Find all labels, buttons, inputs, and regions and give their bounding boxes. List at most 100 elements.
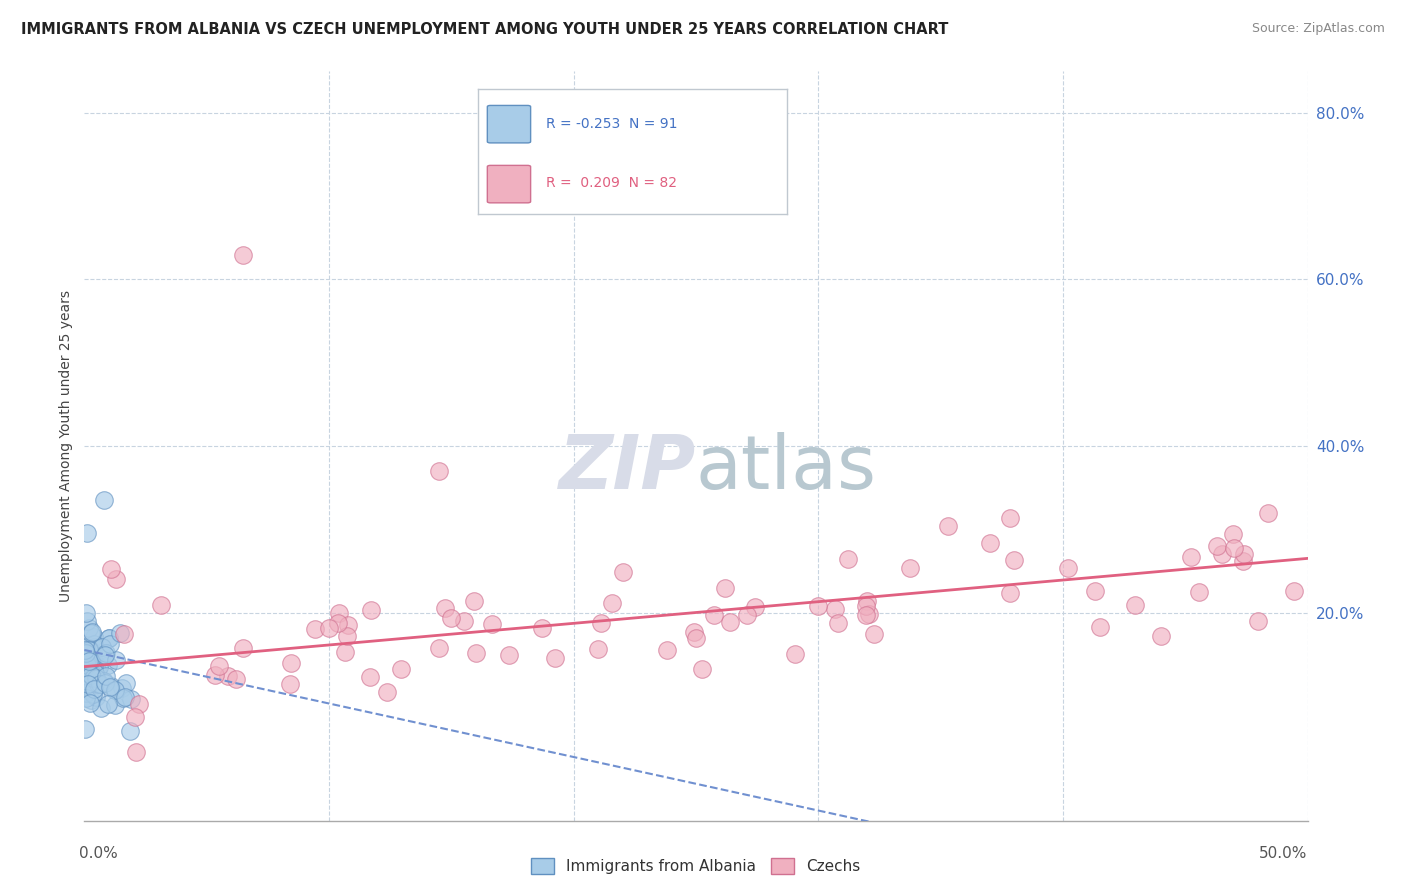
- Point: [98, 637, 121, 651]
- Point: [76, 657, 98, 672]
- Point: [73, 640, 96, 655]
- Point: [82, 665, 104, 679]
- Point: [360, 603, 382, 617]
- Point: [125, 746, 148, 760]
- Point: [1257, 506, 1279, 520]
- Point: [91, 640, 114, 655]
- Point: [79, 696, 101, 710]
- Point: [807, 599, 830, 613]
- Point: [86, 674, 108, 689]
- Point: [690, 662, 713, 676]
- Point: [682, 625, 704, 640]
- Point: [79, 668, 101, 682]
- Point: [75, 665, 97, 680]
- Point: [862, 627, 884, 641]
- Point: [1223, 541, 1246, 556]
- Point: [463, 594, 485, 608]
- Point: [827, 616, 849, 631]
- Point: [79, 654, 101, 668]
- Text: R =  0.209  N = 82: R = 0.209 N = 82: [546, 176, 678, 190]
- Point: [84, 666, 107, 681]
- Point: [1150, 629, 1173, 643]
- Point: [75, 665, 97, 680]
- Point: [336, 629, 359, 643]
- Point: [1057, 561, 1080, 575]
- Point: [83, 657, 105, 671]
- Point: [90, 648, 112, 662]
- Point: [73, 679, 96, 693]
- Point: [1247, 614, 1270, 628]
- Point: [589, 616, 612, 631]
- Point: [120, 724, 142, 739]
- Point: [427, 464, 450, 478]
- Point: [75, 686, 97, 700]
- Point: [114, 690, 136, 705]
- Point: [76, 651, 98, 665]
- Point: [433, 601, 456, 615]
- Text: 0.0%: 0.0%: [80, 846, 118, 861]
- Point: [82, 660, 104, 674]
- Point: [208, 658, 231, 673]
- Point: [124, 710, 146, 724]
- Point: [544, 650, 567, 665]
- Point: [112, 690, 135, 705]
- Point: [75, 665, 97, 680]
- Point: [498, 648, 520, 662]
- Point: [83, 661, 105, 675]
- Point: [120, 692, 142, 706]
- Text: 50.0%: 50.0%: [1260, 846, 1308, 861]
- Point: [82, 687, 104, 701]
- Point: [586, 641, 609, 656]
- Point: [94, 669, 117, 683]
- Point: [824, 602, 846, 616]
- Point: [80, 624, 103, 639]
- Point: [93, 493, 115, 508]
- Point: [76, 614, 98, 628]
- Point: [1206, 540, 1229, 554]
- Point: [685, 632, 707, 646]
- Point: [979, 536, 1001, 550]
- Point: [335, 645, 357, 659]
- Point: [98, 681, 121, 695]
- Point: [427, 640, 450, 655]
- Point: [76, 526, 98, 541]
- Point: [75, 642, 97, 657]
- Point: [898, 561, 921, 575]
- Point: [93, 673, 115, 688]
- Point: [94, 648, 117, 662]
- Point: [105, 572, 128, 586]
- Point: [735, 607, 758, 622]
- Point: [77, 678, 100, 692]
- Point: [217, 668, 239, 682]
- Point: [110, 625, 132, 640]
- Point: [225, 672, 247, 686]
- Point: [79, 653, 101, 667]
- Point: [855, 599, 877, 613]
- Point: [998, 586, 1021, 600]
- Point: [86, 664, 108, 678]
- Point: [1180, 549, 1202, 564]
- Y-axis label: Unemployment Among Youth under 25 years: Unemployment Among Youth under 25 years: [59, 290, 73, 602]
- Point: [600, 596, 623, 610]
- Point: [73, 722, 96, 736]
- Point: [80, 626, 103, 640]
- Point: [703, 608, 725, 623]
- Point: [75, 690, 97, 705]
- Text: ZIP: ZIP: [558, 432, 696, 505]
- Point: [1123, 599, 1146, 613]
- Point: [111, 681, 134, 696]
- Text: R = -0.253  N = 91: R = -0.253 N = 91: [546, 117, 678, 131]
- Point: [76, 676, 98, 690]
- Point: [105, 653, 128, 667]
- Point: [304, 622, 326, 636]
- Point: [79, 644, 101, 658]
- Point: [75, 646, 97, 660]
- Point: [75, 645, 97, 659]
- Point: [232, 640, 254, 655]
- Point: [97, 698, 120, 712]
- Point: [89, 677, 111, 691]
- Point: [657, 643, 679, 657]
- Point: [100, 561, 122, 575]
- Point: [855, 607, 877, 622]
- Point: [1282, 584, 1305, 599]
